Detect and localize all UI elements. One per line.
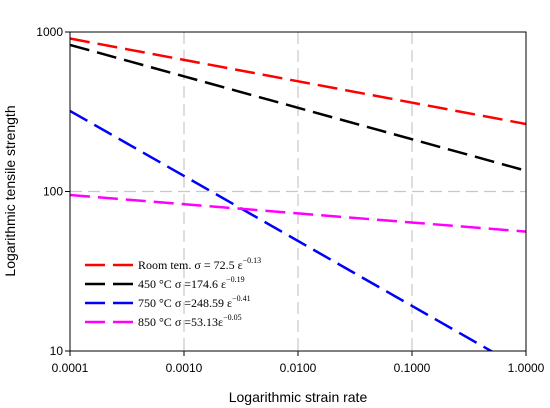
series-line-4 <box>70 193 526 233</box>
legend-series-name: 750 °C <box>138 296 175 310</box>
y-tick-label: 1000 <box>36 25 63 39</box>
axis-ticks <box>65 31 527 356</box>
series-line-2 <box>70 43 526 172</box>
x-tick-label: 0.0001 <box>52 361 89 375</box>
legend-exponent: −0.41 <box>232 294 251 303</box>
x-tick-label: 0.0010 <box>166 361 203 375</box>
y-axis-title: Logarithmic tensile strength <box>2 105 18 276</box>
legend-entry-4: 850 °C σ =53.13ε−0.05 <box>138 313 242 329</box>
gridlines <box>70 32 526 351</box>
series-lines <box>70 37 526 351</box>
legend-entry-1: Room tem. σ = 72.5 ε−0.13 <box>138 256 261 272</box>
legend-equation: σ =174.6 ε <box>175 277 226 291</box>
y-tick-label: 100 <box>43 185 63 199</box>
legend-entry-2: 450 °C σ =174.6 ε−0.19 <box>138 275 245 291</box>
legend-series-name: Room tem. <box>138 258 194 272</box>
legend-exponent: −0.05 <box>223 313 242 322</box>
series-line-3 <box>70 109 494 351</box>
legend: Room tem. σ = 72.5 ε−0.13 450 °C σ =174.6… <box>85 256 261 329</box>
legend-equation: σ =248.59 ε <box>175 296 232 310</box>
legend-entry-3: 750 °C σ =248.59 ε−0.41 <box>138 294 251 310</box>
x-tick-labels: 0.0001 0.0010 0.0100 0.1000 1.0000 <box>52 361 545 375</box>
x-tick-label: 1.0000 <box>508 361 545 375</box>
legend-equation: σ = 72.5 ε <box>194 258 242 272</box>
legend-equation: σ =53.13ε <box>175 315 223 329</box>
legend-exponent: −0.19 <box>226 275 245 284</box>
x-tick-label: 0.1000 <box>394 361 431 375</box>
series-line-1 <box>70 37 526 126</box>
legend-exponent: −0.13 <box>243 256 262 265</box>
x-axis-title: Logarithmic strain rate <box>229 389 368 405</box>
y-tick-label: 10 <box>50 344 64 358</box>
y-tick-labels: 10 100 1000 <box>36 25 63 358</box>
legend-series-name: 850 °C <box>138 315 175 329</box>
x-tick-label: 0.0100 <box>280 361 317 375</box>
legend-series-name: 450 °C <box>138 277 175 291</box>
